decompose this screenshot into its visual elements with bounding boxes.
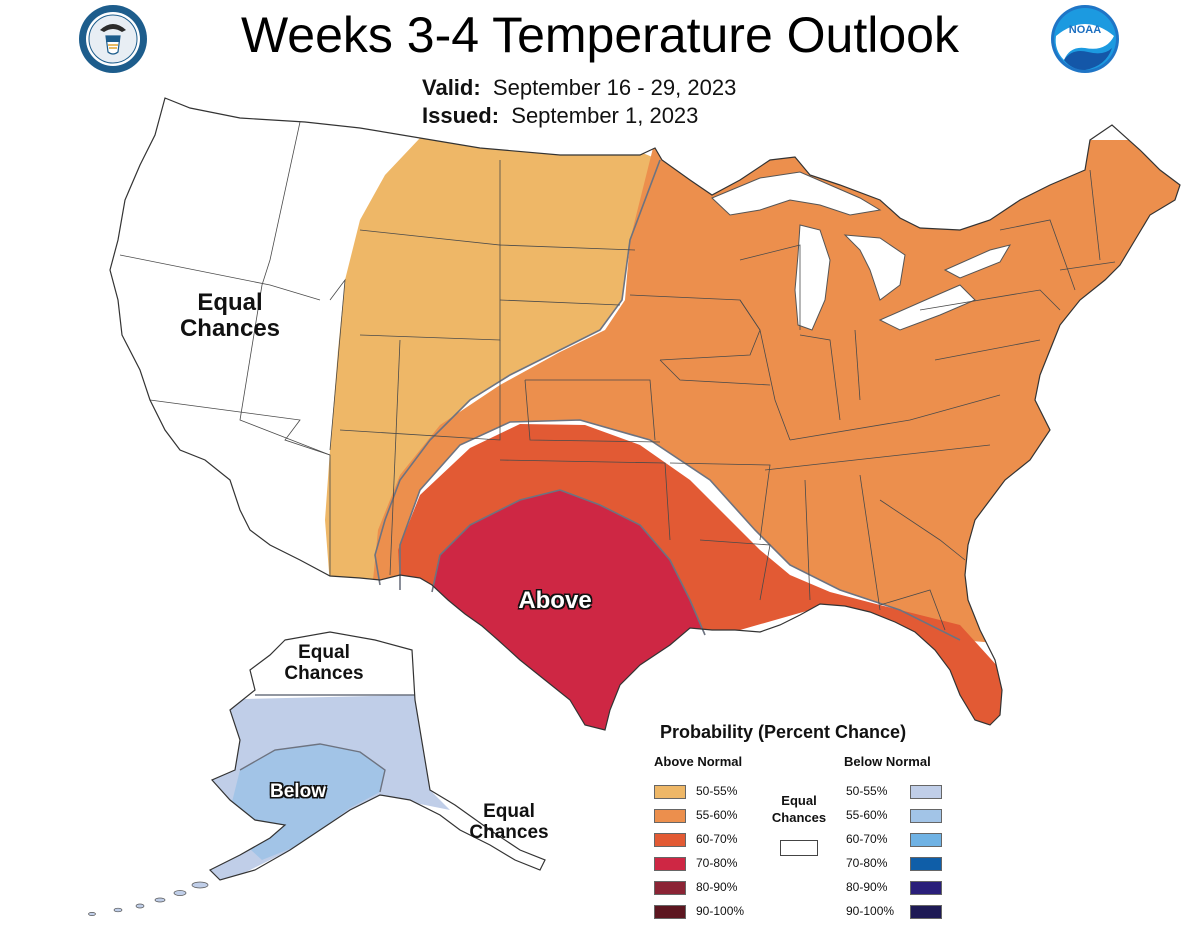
legend-swatch — [910, 833, 942, 847]
legend-swatch — [910, 857, 942, 871]
legend-below-header: Below Normal — [844, 754, 931, 769]
legend-above-item: 50-55% — [654, 784, 764, 800]
legend-swatch — [654, 833, 686, 847]
legend-above-item: 55-60% — [654, 808, 764, 824]
map-label-southeast-equal-chances: Equal Chances — [450, 802, 568, 843]
legend-above-item: 60-70% — [654, 832, 764, 848]
map-label-alaska-equal-chances: Equal Chances — [264, 643, 384, 684]
legend-swatch-label: 80-90% — [696, 880, 737, 894]
legend-swatch — [910, 785, 942, 799]
aleutian-islands — [89, 882, 209, 916]
map-label-below: Below — [248, 782, 348, 803]
legend-equal-chances-label: Equal Chances — [764, 792, 834, 826]
legend-swatch-label: 70-80% — [846, 856, 887, 870]
legend-swatch-label: 60-70% — [846, 832, 887, 846]
legend-swatch — [654, 881, 686, 895]
legend-swatch — [654, 857, 686, 871]
legend-swatch-label: 55-60% — [696, 808, 737, 822]
legend-title: Probability (Percent Chance) — [660, 722, 906, 743]
legend-below-item: 55-60% — [846, 808, 956, 824]
legend-swatch — [654, 905, 686, 919]
legend-swatch-label: 70-80% — [696, 856, 737, 870]
legend-swatch — [654, 785, 686, 799]
legend-above-item: 90-100% — [654, 904, 764, 920]
legend-swatch — [910, 905, 942, 919]
legend-swatch-label: 90-100% — [696, 904, 744, 918]
legend-above-header: Above Normal — [654, 754, 742, 769]
legend-swatch — [654, 809, 686, 823]
legend-swatch-label: 60-70% — [696, 832, 737, 846]
legend-swatch — [910, 881, 942, 895]
legend-below-item: 90-100% — [846, 904, 956, 920]
legend-swatch-label: 50-55% — [846, 784, 887, 798]
legend-below-item: 60-70% — [846, 832, 956, 848]
legend-swatch-label: 90-100% — [846, 904, 894, 918]
legend-above-item: 70-80% — [654, 856, 764, 872]
legend-swatch-label: 50-55% — [696, 784, 737, 798]
map-label-above: Above — [490, 588, 620, 614]
legend-below-item: 80-90% — [846, 880, 956, 896]
legend-swatch — [910, 809, 942, 823]
legend-above-item: 80-90% — [654, 880, 764, 896]
map-label-west-equal-chances: Equal Chances — [165, 290, 295, 342]
legend-swatch-label: 55-60% — [846, 808, 887, 822]
legend-equal-chances-swatch — [780, 840, 818, 856]
probability-legend: Probability (Percent Chance) Above Norma… — [640, 718, 960, 923]
legend-below-item: 50-55% — [846, 784, 956, 800]
legend-below-item: 70-80% — [846, 856, 956, 872]
legend-swatch-label: 80-90% — [846, 880, 887, 894]
